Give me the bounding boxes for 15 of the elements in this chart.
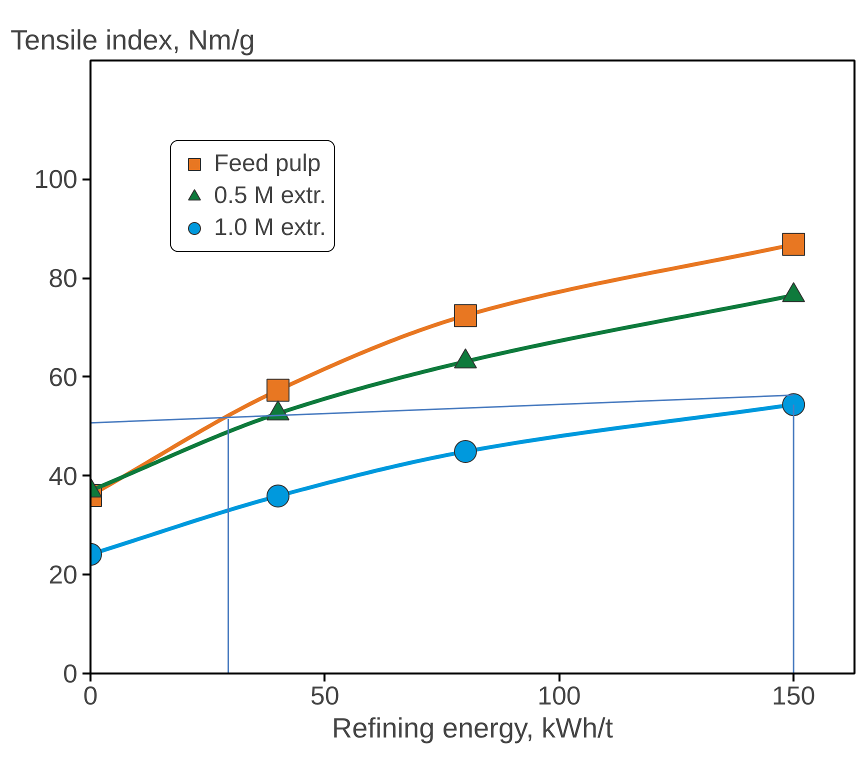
legend-label: Feed pulp (214, 150, 321, 178)
x-tick-label: 100 (538, 680, 581, 710)
x-axis-title: Refining energy, kWh/t (332, 712, 614, 744)
y-tick-label: 20 (48, 560, 78, 590)
legend-label: 0.5 M extr. (214, 182, 326, 210)
y-tick-label: 40 (48, 460, 78, 491)
y-tick-label: 80 (48, 263, 78, 294)
x-tick-label: 50 (310, 680, 340, 710)
y-axis-title: Tensile index, Nm/g (10, 24, 255, 56)
x-tick-label: 150 (772, 680, 816, 710)
y-tick-label: 0 (63, 658, 78, 688)
y-tick-label: 60 (48, 362, 78, 392)
x-tick-label: 0 (83, 680, 98, 710)
y-tick-label: 100 (34, 164, 78, 194)
legend-label: 1.0 M extr. (214, 214, 326, 242)
